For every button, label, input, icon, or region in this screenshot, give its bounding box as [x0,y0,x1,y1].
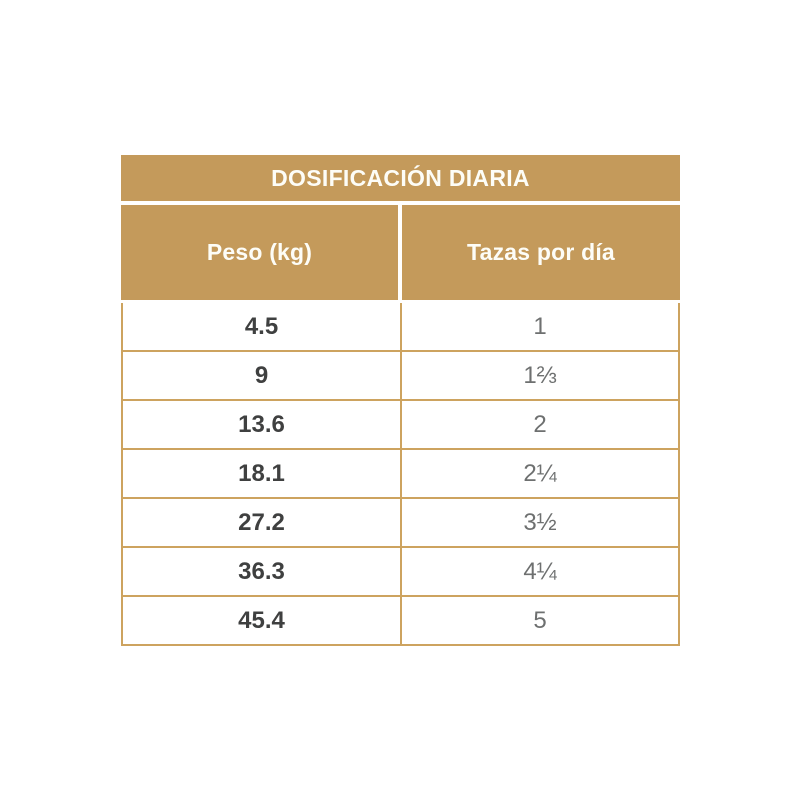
header-body-divider [121,300,680,303]
title-header-divider [121,201,680,205]
column-header-peso: Peso (kg) [121,205,398,300]
tazas-value: 5 [533,606,547,634]
tazas-value: 2 [533,410,547,438]
table-row: 4.5 1 [123,303,678,352]
peso-value: 36.3 [123,548,402,595]
peso-value: 27.2 [123,499,402,546]
header-column-divider [398,205,402,300]
table-header-row: Peso (kg) Tazas por día [121,205,680,300]
table-row: 9 1⅔ [123,352,678,401]
peso-value: 45.4 [123,597,402,644]
table-row: 18.1 2¼ [123,450,678,499]
table-title: DOSIFICACIÓN DIARIA [121,155,680,201]
tazas-value: 1 [533,312,547,340]
tazas-value: 4¼ [523,557,557,585]
table-row: 13.6 2 [123,401,678,450]
peso-value: 18.1 [123,450,402,497]
peso-value: 9 [123,352,402,399]
table-row: 27.2 3½ [123,499,678,548]
column-header-tazas: Tazas por día [402,205,680,300]
tazas-value: 2¼ [523,459,557,487]
peso-value: 13.6 [123,401,402,448]
table-row: 36.3 4¼ [123,548,678,597]
tazas-value: 1⅔ [523,361,557,389]
table-row: 45.4 5 [123,597,678,646]
dosage-table: DOSIFICACIÓN DIARIA Peso (kg) Tazas por … [121,155,680,646]
peso-value: 4.5 [123,303,402,350]
tazas-value: 3½ [523,508,557,536]
table-body: 4.5 1 9 1⅔ 13.6 2 18.1 2¼ 27.2 3½ 36.3 4… [121,303,680,646]
